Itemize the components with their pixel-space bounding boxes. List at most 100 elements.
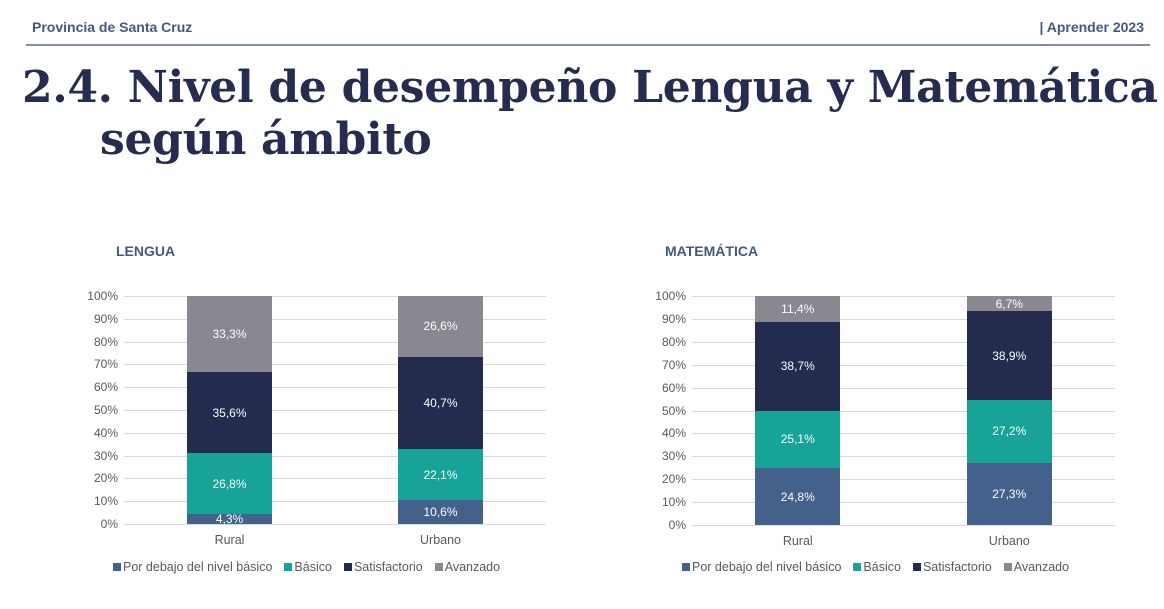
legend-swatch-icon <box>912 563 921 571</box>
y-axis-tick: 30% <box>661 449 686 464</box>
data-label: 35,6% <box>212 405 247 420</box>
data-label: 22,1% <box>423 467 458 482</box>
x-axis-tick: Rural <box>782 534 813 548</box>
bar-segment: 25,1% <box>755 410 841 469</box>
bar-urbano: 27,3% 27,2% 38,9% 6,7% <box>966 296 1052 525</box>
legend-item: Básico <box>853 560 901 574</box>
bar-segment: 33,3% <box>187 296 272 372</box>
y-axis-tick: 60% <box>93 380 118 395</box>
data-label: 27,2% <box>992 424 1027 439</box>
gridline <box>124 410 546 411</box>
y-axis-tick: 0% <box>668 518 686 532</box>
gridline <box>124 318 546 320</box>
data-label: 33,3% <box>212 326 247 341</box>
bar-segment: 6,7% <box>966 296 1052 312</box>
legend-label: Por debajo del nivel básico <box>123 560 273 574</box>
gridline <box>692 364 1115 366</box>
data-label: 38,7% <box>780 359 815 374</box>
header-province: Provincia de Santa Cruz <box>32 19 193 35</box>
y-axis-tick: 10% <box>661 495 686 510</box>
data-label: 26,6% <box>423 319 458 334</box>
gridline <box>124 501 546 503</box>
legend-label: Por debajo del nivel básico <box>692 560 842 574</box>
bar-segment: 38,9% <box>966 311 1052 401</box>
data-label: 38,9% <box>992 348 1027 363</box>
data-label: 25,1% <box>780 432 815 447</box>
chart-legend: Por debajo del nivel básico Básico Satisfa… <box>113 560 500 574</box>
bar-segment: 27,3% <box>966 462 1052 525</box>
y-axis-tick: 50% <box>661 403 686 418</box>
gridline <box>124 524 546 525</box>
gridline <box>124 364 546 366</box>
y-axis-tick: 90% <box>661 311 686 326</box>
bar-urbano: 10,6% 22,1% 40,7% 26,6% <box>398 296 483 524</box>
y-axis-tick: 70% <box>661 357 686 372</box>
x-axis-tick: Urbano <box>988 534 1030 548</box>
page-title-line2: según ámbito <box>100 114 432 165</box>
gridline <box>692 387 1115 389</box>
legend-swatch-icon <box>343 563 352 571</box>
plot-area: 4,3% 26,8% 35,6% 33,3% 10,6% 22,1% 40,7% 26,6% <box>124 296 546 527</box>
gridline <box>124 387 546 389</box>
bar-segment: 35,6% <box>187 371 272 454</box>
bar-segment: 26,6% <box>398 296 483 357</box>
legend-label: Satisfactorio <box>922 560 992 574</box>
x-axis-tick: Rural <box>214 533 245 547</box>
data-label: 40,7% <box>423 396 458 411</box>
y-axis-tick: 80% <box>93 334 118 349</box>
y-axis-tick: 30% <box>93 448 118 463</box>
bar-rural: 24,8% 25,1% 38,7% 11,4% <box>755 296 841 525</box>
gridline <box>692 410 1115 412</box>
data-label: 27,3% <box>992 486 1027 501</box>
gridline <box>692 502 1115 504</box>
legend-swatch-icon <box>1003 563 1012 571</box>
header-divider <box>26 44 1150 46</box>
y-axis-tick: 50% <box>93 403 118 417</box>
y-axis-tick: 60% <box>661 380 686 395</box>
legend-item: Por debajo del nivel básico <box>113 560 272 574</box>
legend-item: Satisfactorio <box>912 560 992 574</box>
gridline <box>124 296 546 297</box>
y-axis-tick: 20% <box>93 471 118 486</box>
gridline <box>124 341 546 343</box>
bar-segment: 10,6% <box>398 499 483 524</box>
y-axis-tick: 40% <box>661 426 686 441</box>
bar-segment: 11,4% <box>755 296 841 323</box>
legend-swatch-icon <box>434 563 443 571</box>
data-label: 6,7% <box>995 296 1023 311</box>
legend-label: Básico <box>294 560 332 574</box>
y-axis-tick: 0% <box>100 517 118 531</box>
bar-segment: 40,7% <box>398 356 483 450</box>
data-label: 4,3% <box>215 512 244 527</box>
data-label: 24,8% <box>780 489 815 504</box>
gridline <box>692 479 1115 481</box>
legend-swatch-icon <box>284 563 293 571</box>
bar-rural: 4,3% 26,8% 35,6% 33,3% <box>187 296 272 527</box>
legend-item: Satisfactorio <box>343 560 423 574</box>
bar-segment: 38,7% <box>755 322 841 411</box>
gridline <box>124 455 546 457</box>
y-axis-tick: 100% <box>87 289 118 303</box>
y-axis-tick: 100% <box>655 289 686 303</box>
y-axis-tick: 20% <box>661 472 686 487</box>
gridline <box>692 433 1115 435</box>
gridline <box>692 341 1115 343</box>
chart-title: LENGUA <box>116 243 176 259</box>
gridline <box>692 318 1115 320</box>
y-axis-tick: 90% <box>93 311 118 326</box>
bar-segment: 26,8% <box>187 453 272 515</box>
legend-swatch-icon <box>113 563 121 571</box>
bar-segment: 24,8% <box>755 468 841 525</box>
legend-label: Básico <box>863 560 901 574</box>
y-axis-tick: 40% <box>93 425 118 440</box>
y-axis-tick: 10% <box>93 494 118 509</box>
legend-label: Avanzado <box>1013 560 1070 574</box>
legend-label: Satisfactorio <box>353 560 423 574</box>
x-axis-tick: Urbano <box>420 533 461 547</box>
chart-title: MATEMÁTICA <box>665 243 759 259</box>
header-report: | Aprender 2023 <box>1039 19 1144 35</box>
y-axis-tick: 70% <box>93 357 118 372</box>
legend-item: Avanzado <box>1003 560 1070 574</box>
bar-segment: 4,3% <box>187 512 272 527</box>
plot-area: 24,8% 25,1% 38,7% 11,4% 27,3% 27,2% 38,9% 6,7% <box>692 296 1115 526</box>
